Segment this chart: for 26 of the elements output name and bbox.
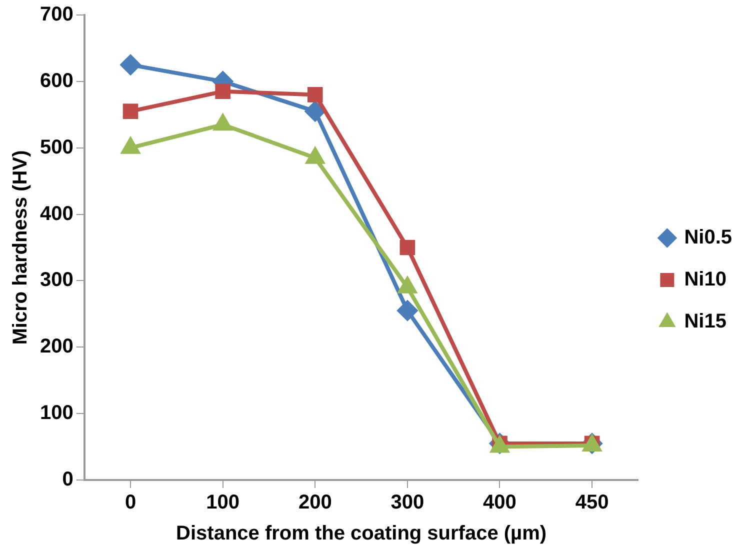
point — [120, 54, 141, 75]
point — [305, 101, 326, 122]
point — [397, 300, 418, 321]
y-axis-title: Micro hardness (HV) — [10, 150, 32, 345]
point — [122, 104, 138, 119]
y-tick-label: 0 — [62, 468, 74, 491]
x-axis-title: Distance from the coating surface (µm) — [176, 522, 547, 545]
x-tick-label: 100 — [206, 492, 240, 514]
y-tick-label: 500 — [40, 136, 74, 158]
legend-label: Ni0.5 — [684, 226, 732, 249]
y-tick-label: 100 — [40, 402, 74, 424]
point — [400, 240, 416, 256]
x-tick-label: 0 — [124, 492, 136, 514]
point — [307, 87, 323, 102]
y-tick-label: 300 — [40, 269, 74, 292]
y-tick-label: 600 — [40, 70, 74, 92]
legend-label: Ni15 — [684, 310, 726, 333]
point — [215, 84, 230, 100]
legend-label: Ni10 — [684, 268, 726, 291]
y-tick-label: 700 — [40, 4, 74, 26]
y-tick-label: 200 — [40, 336, 74, 358]
x-tick-label: 300 — [390, 492, 424, 514]
x-tick-label: 450 — [575, 492, 609, 514]
y-tick-label: 400 — [40, 202, 74, 225]
x-tick-label: 400 — [483, 492, 516, 514]
x-tick-label: 200 — [298, 492, 332, 514]
